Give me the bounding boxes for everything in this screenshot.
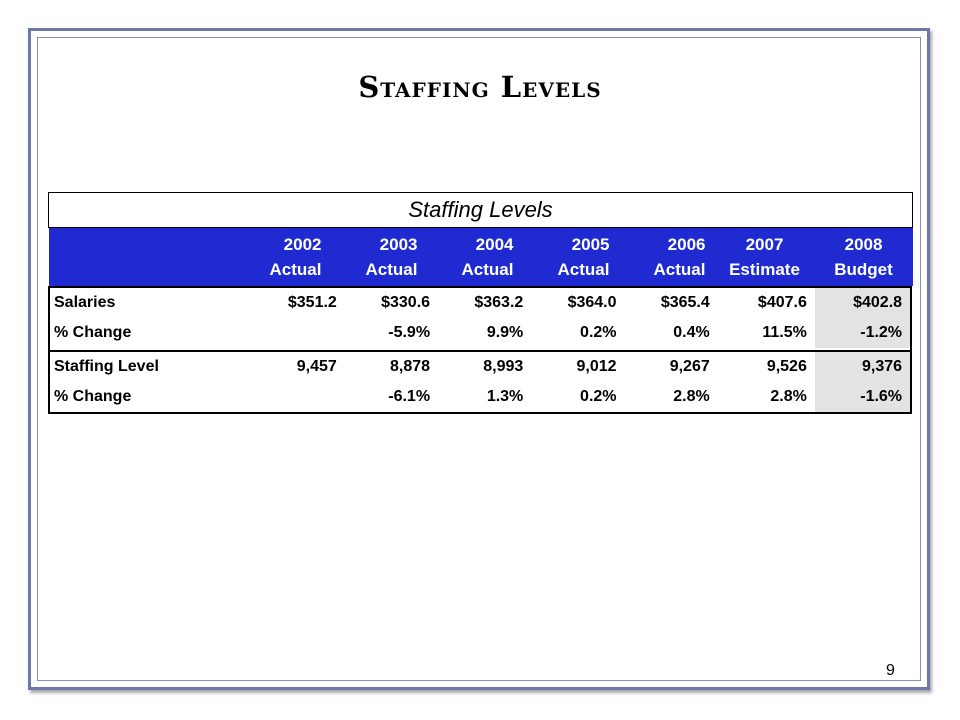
column-type: Actual (653, 260, 706, 279)
cell-2006: 0.4% (673, 324, 710, 341)
page-number: 9 (886, 662, 895, 679)
column-type: Actual (269, 260, 322, 279)
cell-2005: 0.2% (580, 388, 617, 405)
table-row-staffing-level: Staffing Level 9,457 8,878 8,993 9,012 9… (50, 352, 911, 382)
cell-2003: -6.1% (388, 388, 431, 405)
cell-2003: 8,878 (390, 358, 431, 375)
column-header-2005: 2005 Actual (522, 227, 619, 286)
cell-2002: 9,457 (296, 358, 337, 375)
column-header-2006: 2006 Actual (618, 227, 715, 286)
cell-2002 (252, 318, 345, 348)
column-header-2003: 2003 Actual (330, 227, 427, 286)
row-label: Salaries (54, 294, 116, 311)
cell-2008: $402.8 (814, 288, 911, 318)
cell-2002 (252, 382, 345, 412)
cell-2002: $351.2 (287, 294, 337, 311)
staffing-block: Staffing Level 9,457 8,878 8,993 9,012 9… (48, 350, 912, 414)
row-label: % Change (54, 388, 132, 405)
slide-title: Staffing Levels (358, 70, 602, 104)
staffing-table-header: Staffing Levels 2002 Actual 2003 Actual 20… (47, 192, 914, 286)
cell-2005: 9,012 (576, 358, 617, 375)
cell-2003: -5.9% (388, 324, 431, 341)
cell-2007: 2.8% (770, 388, 807, 405)
cell-2008: -1.2% (814, 318, 911, 348)
cell-2004: 8,993 (483, 358, 524, 375)
column-header-2007: 2007 Estimate (714, 227, 815, 286)
column-header-2002: 2002 Actual (234, 227, 331, 286)
column-type: Actual (557, 260, 610, 279)
cell-2006: 2.8% (673, 388, 710, 405)
column-type: Budget (834, 260, 893, 279)
column-type: Estimate (729, 260, 800, 279)
column-year: 2005 (571, 235, 610, 254)
cell-2008: -1.6% (814, 382, 911, 412)
column-year: 2002 (283, 235, 322, 254)
row-label: Staffing Level (54, 358, 159, 375)
salaries-block: Salaries $351.2 $330.6 $363.2 $364.0 $36… (48, 286, 912, 352)
column-year: 2007 (745, 235, 784, 254)
table-row-salaries-change: % Change -5.9% 9.9% 0.2% 0.4% 11.5% -1.2… (50, 318, 911, 348)
column-header-2008: 2008 Budget (814, 227, 913, 286)
slide-frame (28, 28, 930, 690)
cell-2008: 9,376 (814, 352, 911, 382)
cell-2004: 1.3% (486, 388, 524, 405)
column-type: Actual (461, 260, 514, 279)
table-caption-row: Staffing Levels (47, 192, 914, 228)
row-label: % Change (54, 324, 132, 341)
table-row-staffing-change: % Change -6.1% 1.3% 0.2% 2.8% 2.8% -1.6% (50, 382, 911, 412)
column-year: 2008 (844, 235, 883, 254)
column-year: 2006 (667, 235, 706, 254)
cell-2005: $364.0 (567, 294, 617, 311)
cell-2004: $363.2 (474, 294, 524, 311)
cell-2003: $330.6 (381, 294, 431, 311)
column-year: 2004 (475, 235, 514, 254)
slide-frame-inner (37, 37, 921, 681)
column-type: Actual (365, 260, 418, 279)
cell-2005: 0.2% (580, 324, 617, 341)
table-caption: Staffing Levels (47, 192, 914, 228)
cell-2007: $407.6 (757, 294, 807, 311)
table-row-salaries: Salaries $351.2 $330.6 $363.2 $364.0 $36… (50, 288, 911, 318)
header-blank-cell (48, 227, 235, 286)
table-header-row: 2002 Actual 2003 Actual 2004 Actual 2005 Act… (48, 227, 913, 286)
cell-2007: 11.5% (762, 324, 807, 341)
cell-2004: 9.9% (486, 324, 524, 341)
cell-2006: $365.4 (660, 294, 710, 311)
cell-2006: 9,267 (669, 358, 710, 375)
column-year: 2003 (379, 235, 418, 254)
cell-2007: 9,526 (766, 358, 807, 375)
column-header-2004: 2004 Actual (426, 227, 523, 286)
